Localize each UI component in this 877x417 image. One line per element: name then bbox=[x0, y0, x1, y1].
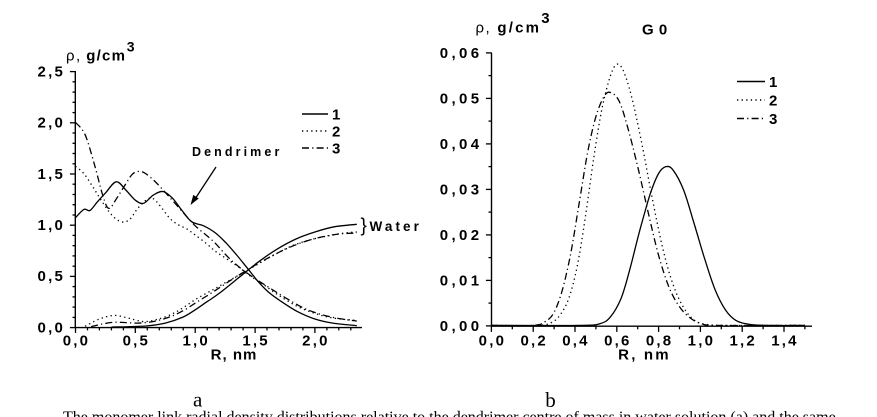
svg-text:G 0: G 0 bbox=[642, 22, 668, 39]
svg-text:1,2: 1,2 bbox=[729, 332, 756, 349]
svg-text:1,4: 1,4 bbox=[771, 332, 798, 349]
svg-text:R, nm: R, nm bbox=[618, 346, 671, 363]
svg-text:0,0: 0,0 bbox=[479, 332, 506, 349]
svg-text:0,04: 0,04 bbox=[440, 136, 483, 153]
svg-text:1,0: 1,0 bbox=[38, 217, 65, 234]
svg-text:2,0: 2,0 bbox=[302, 332, 329, 349]
svg-text:ρ,: ρ, bbox=[66, 48, 82, 65]
svg-text:0,00: 0,00 bbox=[440, 318, 483, 335]
svg-text:2: 2 bbox=[769, 93, 777, 110]
svg-text:1,5: 1,5 bbox=[38, 166, 65, 183]
svg-text:2,5: 2,5 bbox=[38, 63, 65, 80]
svg-text:0,0: 0,0 bbox=[38, 319, 65, 336]
svg-text:g/cm: g/cm bbox=[497, 20, 541, 37]
svg-text:0,03: 0,03 bbox=[440, 182, 483, 199]
svg-text:0,5: 0,5 bbox=[38, 268, 65, 285]
svg-text:Water: Water bbox=[370, 219, 423, 234]
svg-text:1,0: 1,0 bbox=[688, 332, 715, 349]
svg-text:3: 3 bbox=[332, 141, 340, 158]
svg-text:1: 1 bbox=[332, 107, 340, 124]
svg-text:3: 3 bbox=[769, 111, 777, 128]
svg-text:2,0: 2,0 bbox=[38, 115, 65, 132]
svg-text:0,4: 0,4 bbox=[562, 332, 589, 349]
svg-text:0,0: 0,0 bbox=[63, 332, 90, 349]
svg-text:3: 3 bbox=[127, 39, 135, 55]
svg-text:g/cm: g/cm bbox=[86, 48, 126, 65]
svg-text:2: 2 bbox=[332, 124, 340, 141]
svg-text:1: 1 bbox=[769, 74, 777, 91]
svg-text:ρ,: ρ, bbox=[476, 20, 492, 37]
svg-text:}: } bbox=[361, 216, 367, 237]
svg-text:0,05: 0,05 bbox=[440, 91, 483, 108]
svg-text:0,8: 0,8 bbox=[646, 332, 673, 349]
svg-text:b: b bbox=[545, 388, 556, 412]
svg-text:0,5: 0,5 bbox=[123, 332, 150, 349]
svg-text:3: 3 bbox=[541, 10, 549, 27]
svg-text:1,0: 1,0 bbox=[182, 332, 209, 349]
svg-text:1,5: 1,5 bbox=[242, 332, 269, 349]
svg-text:a: a bbox=[193, 388, 203, 412]
svg-text:0,01: 0,01 bbox=[440, 273, 483, 290]
svg-text:Dendrimer: Dendrimer bbox=[192, 145, 282, 159]
svg-text:0,6: 0,6 bbox=[604, 332, 631, 349]
svg-text:The monomer link radial densit: The monomer link radial density distribu… bbox=[63, 409, 836, 417]
svg-text:R, nm: R, nm bbox=[211, 346, 258, 363]
svg-text:0,2: 0,2 bbox=[520, 332, 547, 349]
svg-text:0,06: 0,06 bbox=[440, 45, 483, 62]
svg-text:0,02: 0,02 bbox=[440, 227, 483, 244]
